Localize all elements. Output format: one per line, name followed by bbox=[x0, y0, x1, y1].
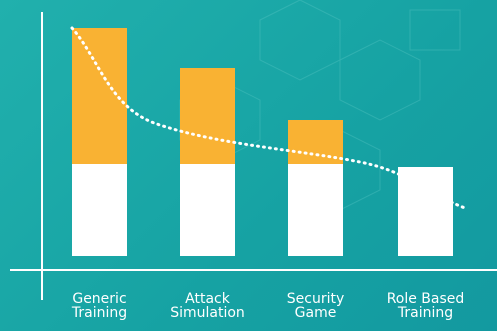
bar-segment bbox=[180, 164, 235, 256]
bar-segment bbox=[398, 167, 453, 256]
bars bbox=[72, 28, 453, 256]
bar-segment bbox=[288, 164, 343, 256]
x-tick-label: Security Game bbox=[286, 291, 345, 321]
x-tick-label: Attack Simulation bbox=[170, 291, 245, 321]
x-tick-label: Role Based Training bbox=[386, 291, 465, 321]
x-tick-label: Generic Training bbox=[71, 291, 128, 321]
trend-curve bbox=[70, 26, 467, 210]
bar-segment bbox=[72, 164, 127, 256]
bar-segment bbox=[180, 68, 235, 164]
bar-segment bbox=[72, 28, 127, 164]
